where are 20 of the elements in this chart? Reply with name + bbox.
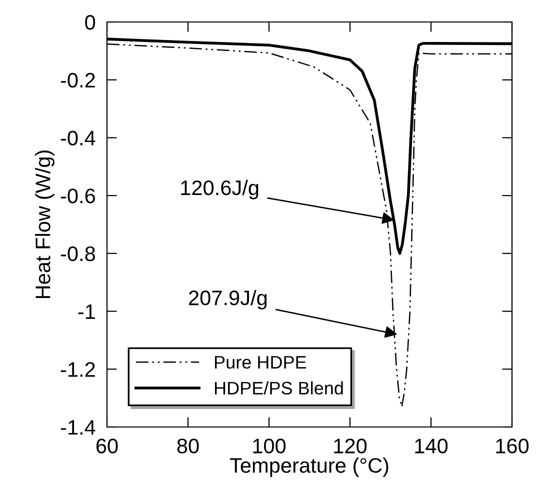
legend-label: HDPE/PS Blend <box>215 381 343 395</box>
y-axis-title: Heat Flow (W/g) <box>35 150 54 298</box>
x-tick-label: 120 <box>334 438 367 454</box>
y-tick-label: -1 <box>78 304 95 319</box>
y-tick-label: -0.2 <box>60 72 95 88</box>
legend-label: Pure HDPE <box>215 356 306 369</box>
x-tick-label: 80 <box>177 438 199 454</box>
x-tick-label: 60 <box>96 438 118 454</box>
x-tick-label: 140 <box>415 438 448 454</box>
y-tick-label: -1.4 <box>60 420 96 435</box>
y-tick-label: -0.8 <box>60 246 95 262</box>
y-tick-label: 0 <box>85 15 96 30</box>
y-tick-label: -0.6 <box>60 188 95 204</box>
annotation: 120.6J/g <box>181 180 258 200</box>
x-tick-label: 160 <box>496 438 529 454</box>
y-tick-label: -0.4 <box>60 130 96 146</box>
x-axis-title: Temperature (°C) <box>230 458 388 477</box>
annotation: 207.9J/g <box>189 290 267 310</box>
x-tick-label: 100 <box>253 438 286 454</box>
y-tick-label: -1.2 <box>60 362 95 377</box>
